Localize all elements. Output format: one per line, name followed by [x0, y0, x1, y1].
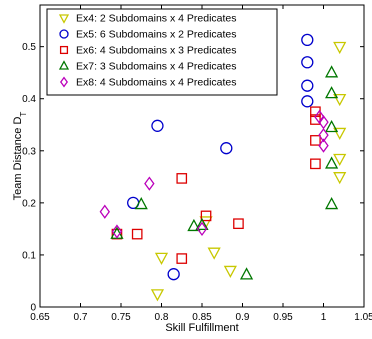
- legend-label: Ex8: 4 Subdomains x 4 Predicates: [76, 77, 237, 89]
- data-point: [301, 95, 314, 108]
- data-point: [207, 247, 221, 260]
- data-point: [223, 265, 237, 278]
- x-tick-label: 0.85: [192, 312, 212, 323]
- x-tick-labels: 0.65 0.7 0.75 0.8 0.85 0.9 0.95 1 1.05: [30, 312, 372, 323]
- series-2: [126, 33, 314, 281]
- x-tick-label: 0.8: [155, 312, 169, 323]
- x-tick-label: 0.95: [273, 312, 293, 323]
- data-point: [301, 79, 314, 92]
- y-tick-label: 0.1: [22, 250, 36, 261]
- y-axis-label: Team Distance DT: [12, 112, 28, 201]
- x-tick-label: 0.9: [236, 312, 250, 323]
- data-point: [131, 228, 143, 240]
- legend-label: Ex6: 4 Subdomains x 3 Predicates: [76, 45, 237, 57]
- legend-marker: [59, 29, 69, 39]
- data-point: [325, 86, 339, 99]
- series-5: [99, 109, 329, 239]
- data-point: [301, 56, 314, 69]
- data-point: [134, 197, 148, 210]
- data-point: [310, 135, 321, 146]
- data-point: [187, 218, 201, 232]
- legend: Ex4: 2 Subdomains x 4 Predicates Ex5: 6 S…: [46, 8, 278, 96]
- data-point: [176, 253, 188, 264]
- plot-frame: [39, 4, 365, 308]
- legend-label: Ex5: 6 Subdomains x 2 Predicates: [76, 29, 237, 41]
- legend-marker: [59, 45, 69, 55]
- legend-item: Ex8: 4 Subdomains x 4 Predicates: [59, 76, 237, 89]
- legend-marker: [58, 60, 70, 70]
- data-point: [318, 138, 329, 153]
- data-point: [220, 142, 233, 155]
- data-point: [333, 41, 347, 55]
- y-tick-label: 0.5: [22, 42, 36, 53]
- x-tick-label: 0.7: [74, 312, 88, 323]
- y-axis-label-main: Team Distance D: [12, 117, 24, 201]
- legend-marker: [59, 76, 69, 88]
- data-point: [233, 218, 244, 230]
- data-point: [154, 252, 169, 265]
- data-point: [151, 119, 164, 132]
- data-point: [301, 33, 314, 47]
- data-point: [310, 158, 321, 170]
- legend-item: Ex4: 2 Subdomains x 4 Predicates: [58, 13, 237, 25]
- data-point: [325, 119, 339, 133]
- x-tick-label: 1.05: [354, 312, 372, 323]
- data-point: [333, 172, 347, 185]
- x-tick-label: 0.75: [111, 312, 131, 323]
- legend-item: Ex6: 4 Subdomains x 3 Predicates: [59, 45, 237, 57]
- data-point: [333, 93, 347, 107]
- data-point: [318, 128, 329, 143]
- y-tick-label: 0.2: [22, 198, 36, 209]
- data-point: [333, 153, 347, 167]
- legend-label: Ex7: 3 Subdomains x 4 Predicates: [76, 61, 237, 73]
- legend-label: Ex4: 2 Subdomains x 4 Predicates: [76, 13, 237, 25]
- series-1: [150, 41, 347, 302]
- data-point: [99, 204, 111, 219]
- y-tick-label: 0.4: [22, 94, 36, 105]
- data-point: [239, 267, 254, 280]
- data-point: [196, 221, 208, 237]
- data-point: [200, 210, 212, 222]
- series-3: [111, 106, 321, 264]
- legend-box: [46, 8, 278, 96]
- y-axis-label-group: Team Distance DT: [12, 112, 28, 201]
- data-point: [195, 217, 209, 231]
- data-point: [167, 268, 180, 281]
- x-tick-label: 1: [321, 312, 327, 323]
- legend-items: Ex4: 2 Subdomains x 4 Predicates Ex5: 6 S…: [58, 13, 237, 89]
- x-axis-label: Skill Fulfillment: [165, 322, 238, 334]
- x-tick-label: 0.65: [30, 312, 50, 323]
- data-point: [111, 224, 123, 239]
- legend-item: Ex7: 3 Subdomains x 4 Predicates: [58, 60, 237, 73]
- data-point: [310, 114, 321, 125]
- data-point: [325, 65, 339, 78]
- y-axis-label-subscript: T: [19, 112, 28, 117]
- data-point: [144, 176, 155, 191]
- y-tick-label: 0.3: [22, 146, 36, 157]
- data-point: [325, 156, 339, 169]
- data-point: [325, 197, 339, 210]
- data-point: [333, 127, 347, 140]
- legend-item: Ex5: 6 Subdomains x 2 Predicates: [59, 29, 237, 41]
- data-point: [176, 173, 188, 184]
- data-point: [150, 289, 165, 302]
- y-tick-label: 0: [30, 303, 36, 314]
- data-markers: [99, 33, 347, 302]
- legend-marker: [58, 14, 70, 24]
- y-tick-labels: 0 0.1 0.2 0.3 0.4 0.5: [22, 42, 36, 313]
